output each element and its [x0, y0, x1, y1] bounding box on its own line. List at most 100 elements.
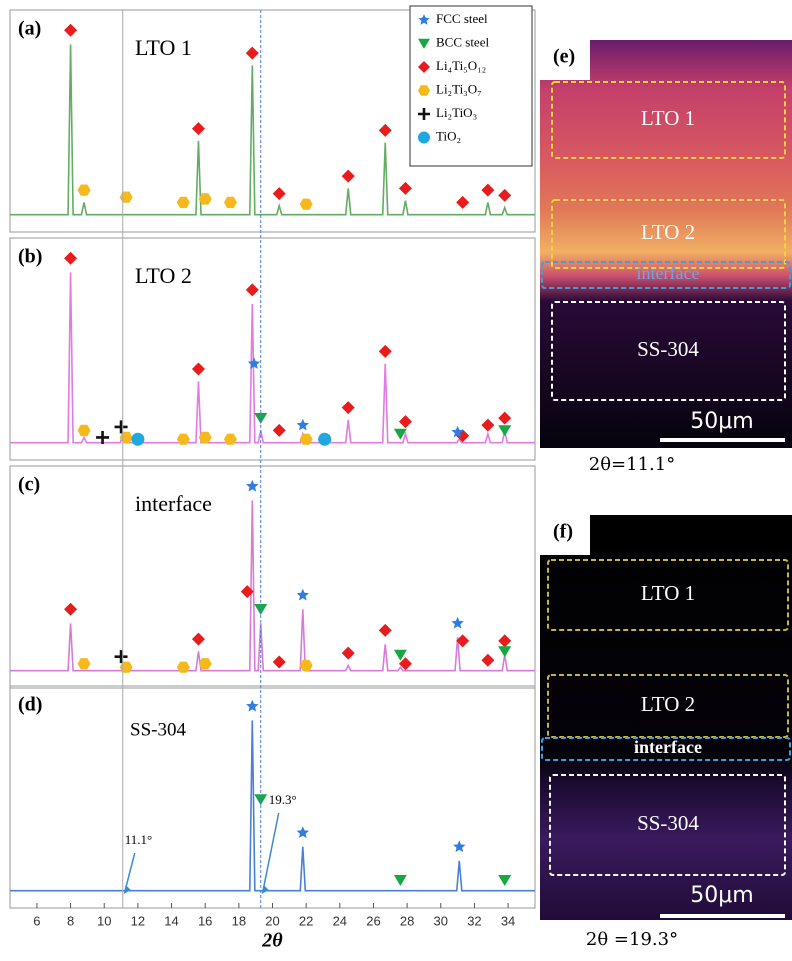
x-tick-label: 16: [198, 913, 212, 928]
panel-label: (b): [18, 246, 42, 268]
marker: [379, 624, 392, 637]
pattern-line: [10, 500, 535, 670]
marker: [300, 660, 313, 671]
marker: [498, 425, 511, 436]
marker: [481, 654, 494, 667]
micrograph: [540, 515, 792, 920]
marker: [453, 840, 465, 852]
marker: [273, 424, 286, 437]
panel-annotation: LTO 2: [135, 263, 192, 288]
marker: [318, 433, 331, 446]
legend-label: Li₂TiO₃: [436, 105, 477, 120]
marker: [192, 362, 205, 375]
figure: (a) LTO 1 (b) LTO 2 (c) interface (d) SS-304 6 8 1…: [0, 0, 792, 956]
marker: [498, 634, 511, 647]
panel-annotation: interface: [135, 491, 212, 516]
region-label: SS-304: [637, 811, 699, 835]
marker: [224, 197, 237, 208]
marker: [78, 658, 91, 669]
x-axis-label: 2θ: [261, 930, 283, 952]
marker: [120, 192, 133, 203]
marker: [273, 655, 286, 668]
marker: [297, 419, 309, 431]
reference-label: 19.3°: [269, 792, 297, 807]
panel-annotation: SS-304: [130, 719, 186, 740]
marker: [399, 415, 412, 428]
marker: [498, 646, 511, 657]
panel-label: (a): [18, 18, 41, 40]
marker: [78, 185, 91, 196]
image-label: (f): [553, 521, 573, 543]
marker: [498, 875, 511, 886]
region-label: interface: [637, 263, 700, 283]
region-label: LTO 2: [641, 692, 695, 716]
marker: [64, 252, 77, 265]
legend-label: TiO₂: [436, 128, 461, 143]
x-tick-label: 26: [366, 913, 380, 928]
scale-label: 50μm: [690, 409, 753, 434]
marker: [342, 401, 355, 414]
region-label: SS-304: [637, 337, 699, 361]
x-tick-label: 18: [232, 913, 246, 928]
marker: [379, 345, 392, 358]
panel-label: (c): [18, 474, 40, 496]
marker: [246, 480, 258, 492]
image-caption: 2θ =19.3°: [586, 929, 678, 950]
marker: [342, 647, 355, 660]
x-tick-label: 6: [33, 913, 40, 928]
marker: [115, 420, 128, 433]
marker: [342, 170, 355, 183]
x-tick-label: 22: [299, 913, 313, 928]
marker: [246, 700, 258, 712]
marker: [131, 433, 144, 446]
panel-label: (d): [18, 694, 42, 716]
arrow-head: [124, 885, 131, 894]
x-tick-label: 30: [434, 913, 448, 928]
arrow-head: [262, 885, 269, 894]
legend-label: Li₂Ti₃O₇: [436, 81, 482, 96]
legend-label: FCC steel: [436, 11, 488, 26]
region-label: LTO 1: [641, 106, 695, 130]
x-tick-label: 14: [164, 913, 178, 928]
marker: [78, 425, 91, 436]
region-label: LTO 1: [641, 581, 695, 605]
marker: [498, 189, 511, 202]
marker: [300, 199, 313, 210]
image-label: (e): [553, 46, 575, 68]
marker: [481, 184, 494, 197]
marker: [379, 124, 392, 137]
region-label: LTO 2: [641, 220, 695, 244]
scale-label: 50μm: [690, 883, 753, 908]
x-tick-label: 34: [501, 913, 515, 928]
x-tick-label: 12: [131, 913, 145, 928]
legend-label: BCC steel: [436, 34, 489, 49]
marker: [273, 187, 286, 200]
image-caption: 2θ=11.1°: [589, 454, 675, 475]
x-tick-label: 10: [97, 913, 111, 928]
marker: [399, 182, 412, 195]
x-tick-label: 24: [333, 913, 347, 928]
x-tick-label: 20: [265, 913, 279, 928]
x-tick-label: 8: [67, 913, 74, 928]
marker: [456, 196, 469, 209]
marker: [64, 603, 77, 616]
marker: [394, 875, 407, 886]
marker: [451, 617, 463, 629]
marker: [246, 47, 259, 60]
marker: [115, 650, 128, 663]
marker: [498, 412, 511, 425]
legend-symbol: [418, 132, 430, 144]
x-tick-label: 28: [400, 913, 414, 928]
region-label: interface: [634, 737, 702, 757]
marker: [64, 24, 77, 37]
legend-label: Li₄Ti₅O₁₂: [436, 58, 486, 73]
marker: [297, 589, 309, 601]
panel-frame: [10, 238, 535, 460]
x-tick-label: 32: [467, 913, 481, 928]
marker: [481, 419, 494, 432]
marker: [192, 122, 205, 135]
marker: [177, 197, 190, 208]
marker: [297, 826, 309, 838]
arrow: [263, 813, 279, 892]
micrograph: [540, 40, 792, 448]
